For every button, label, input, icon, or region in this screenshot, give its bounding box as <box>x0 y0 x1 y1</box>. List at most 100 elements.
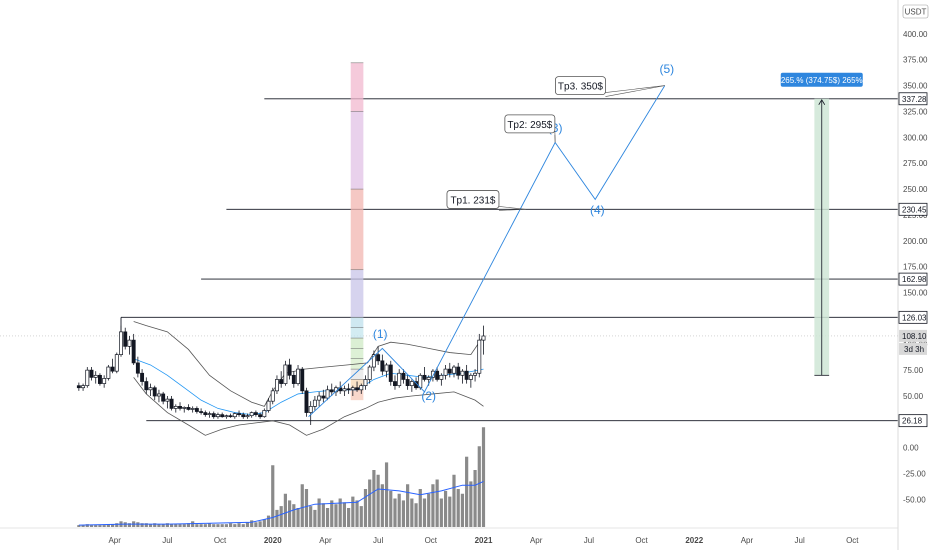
volume-bar <box>300 484 304 527</box>
measure-arrow-head <box>818 98 826 105</box>
volume-bar <box>422 498 427 527</box>
volume-bar <box>380 484 384 527</box>
callout-box <box>504 114 556 134</box>
volume-bar <box>262 519 266 527</box>
fib-box <box>350 111 364 190</box>
volume-bar <box>389 490 393 527</box>
price-tick: 325.00 <box>903 107 928 116</box>
candle-body <box>430 370 435 378</box>
candle-body <box>140 372 145 382</box>
candle-body <box>220 414 225 418</box>
candle-body <box>161 393 166 402</box>
candle-body <box>363 379 368 387</box>
time-tick: Apr <box>319 536 332 545</box>
volume-bar <box>237 523 241 527</box>
candle-body <box>228 415 233 418</box>
volume-bar <box>98 525 102 527</box>
price-tick: -50.00 <box>903 495 926 504</box>
callout-pointer <box>498 208 526 211</box>
time-tick: Apr <box>108 536 121 545</box>
candle-body <box>102 378 107 384</box>
candle-body <box>321 395 326 399</box>
volume-bar <box>161 524 165 527</box>
level-tag: 162.98 <box>902 275 927 284</box>
volume-bar <box>439 498 443 527</box>
volume-bar <box>414 503 418 527</box>
level-tag: 26.18 <box>902 417 923 426</box>
level-tag-box <box>898 92 928 106</box>
level-tag-box <box>898 310 928 324</box>
price-tick: 375.00 <box>903 56 928 65</box>
volume-bar <box>191 521 195 527</box>
candle-body <box>270 390 275 402</box>
callout-pointer <box>605 85 665 93</box>
volume-bar <box>465 456 469 527</box>
time-tick: Jul <box>584 536 594 545</box>
callout-box <box>446 190 500 209</box>
volume-bar <box>182 524 186 527</box>
candle-body <box>397 372 402 387</box>
price-tick: -25.00 <box>903 470 926 479</box>
candle-body <box>443 368 448 376</box>
volume-bar <box>233 524 237 527</box>
level-tag-box <box>898 202 928 216</box>
price-axis: USDT 400.00 375.00 350.00 325.00 300.00 275.00… <box>897 0 932 550</box>
volume-bar <box>157 524 161 527</box>
candle-body <box>199 411 204 413</box>
time-tick: Oct <box>635 536 648 545</box>
candle-body <box>439 374 444 380</box>
time-tick: 2021 <box>475 536 493 545</box>
candle-body <box>456 366 461 376</box>
candles <box>76 325 486 425</box>
candle-body <box>279 379 284 384</box>
volume-bar <box>431 484 435 527</box>
candle-body <box>76 385 81 389</box>
fib-box <box>350 327 364 339</box>
volume-bar <box>359 506 363 527</box>
candle-body <box>308 406 313 413</box>
volume-bar <box>271 465 275 527</box>
volume-bar <box>481 427 486 527</box>
candle-body <box>367 366 372 380</box>
volume-bar <box>435 479 439 527</box>
time-tick: Jul <box>373 536 383 545</box>
volume-bar <box>393 498 397 527</box>
candle-body <box>275 379 279 392</box>
callout-label: Tp1. 231$ <box>450 195 495 206</box>
candle-body <box>266 400 271 411</box>
fib-box <box>350 338 364 349</box>
volume-bar <box>384 462 389 527</box>
currency-label: USDT <box>905 8 927 17</box>
candle-body <box>317 395 322 401</box>
candle-body <box>435 370 440 380</box>
candle-body <box>216 414 220 418</box>
measure-label-box <box>780 72 863 87</box>
candle-body <box>211 413 216 418</box>
volume-bar <box>199 524 203 527</box>
volume-bar <box>110 524 115 527</box>
fib-box <box>350 317 364 328</box>
volume-bar <box>397 493 401 527</box>
time-tick: 2020 <box>264 536 282 545</box>
candle-body <box>422 374 427 380</box>
price-tick: 350.00 <box>903 82 928 91</box>
candle-body <box>152 387 157 397</box>
volume-bar <box>85 524 89 527</box>
candle-body <box>464 370 469 380</box>
level-tag-box <box>898 414 928 428</box>
candle-body <box>376 354 381 362</box>
elliott-wave: (1)(2)(3)(4)(5) <box>308 62 674 418</box>
volume-bar <box>241 524 245 527</box>
volume-bar <box>443 490 448 527</box>
price-tick: 200.00 <box>903 237 928 246</box>
candle-body <box>249 412 254 417</box>
wave-label: (2) <box>421 389 436 403</box>
volume-bar <box>325 508 330 527</box>
candle-body <box>194 408 199 412</box>
wave-path <box>308 85 666 418</box>
candle-body <box>245 415 250 418</box>
candle-body <box>304 390 309 413</box>
candle-body <box>393 381 397 387</box>
volume-bar <box>406 484 410 527</box>
time-tick: Oct <box>846 536 859 545</box>
